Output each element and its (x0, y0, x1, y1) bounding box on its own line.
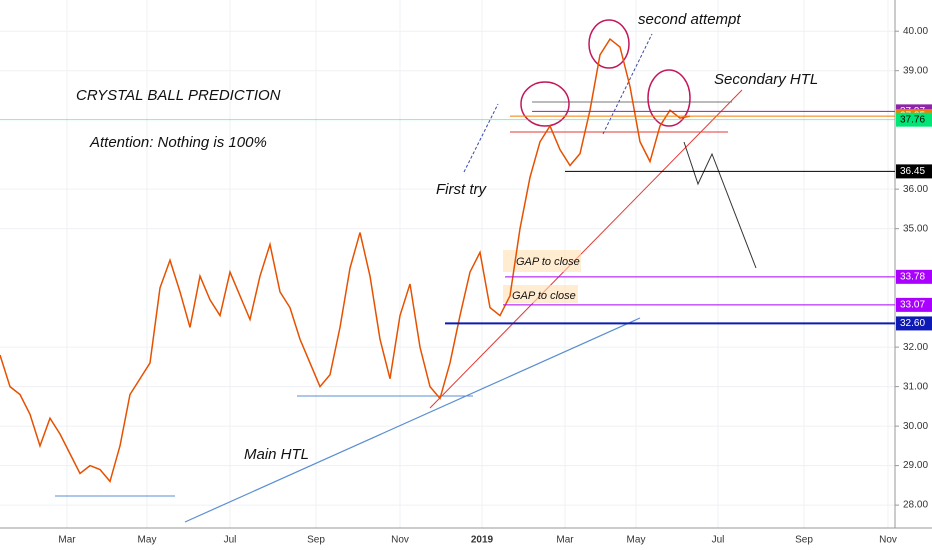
x-tick-label: Sep (307, 535, 325, 546)
price-label: 32.60 (900, 318, 925, 329)
price-label: 33.78 (900, 271, 925, 282)
price-label: 33.07 (900, 300, 925, 311)
annotation: Main HTL (244, 446, 309, 463)
secondary-trendline (429, 89, 743, 409)
x-tick-label: Jul (712, 535, 725, 546)
price-label-box (896, 297, 932, 312)
price-label: 37.76 (900, 114, 925, 125)
x-tick-label: 2019 (471, 535, 494, 546)
x-tick-label: Mar (58, 535, 76, 546)
y-tick-label: 35.00 (903, 223, 928, 234)
y-tick-label: 40.00 (903, 26, 928, 37)
annotation: First try (436, 181, 487, 198)
annotation: GAP to close (516, 256, 580, 268)
y-tick-label: 28.00 (903, 500, 928, 511)
price-label-box (896, 269, 932, 284)
forecast-path (683, 141, 757, 269)
arrow (463, 103, 499, 173)
x-tick-label: Nov (391, 535, 409, 546)
x-tick-label: Mar (556, 535, 574, 546)
y-tick-label: 29.00 (903, 460, 928, 471)
arrow (602, 33, 653, 135)
price-label-box (896, 316, 932, 331)
annotation: Secondary HTL (714, 71, 818, 88)
x-tick-label: Sep (795, 535, 813, 546)
main-trendline (184, 317, 641, 523)
price-line (0, 37, 691, 483)
highlight (647, 69, 691, 127)
y-tick-label: 30.00 (903, 421, 928, 432)
plot (0, 37, 691, 483)
annotation: CRYSTAL BALL PREDICTION (76, 87, 281, 104)
x-tick-label: May (627, 535, 646, 546)
highlight (588, 19, 630, 69)
x-tick-label: May (138, 535, 157, 546)
annotation: second attempt (638, 11, 741, 28)
gap-box (503, 250, 581, 272)
x-tick-label: Nov (879, 535, 897, 546)
price-label-box (896, 164, 932, 179)
y-tick-label: 39.00 (903, 65, 928, 76)
annotation: Attention: Nothing is 100% (89, 134, 267, 151)
y-tick-label: 36.00 (903, 184, 928, 195)
annotation: GAP to close (512, 290, 576, 302)
y-tick-label: 31.00 (903, 381, 928, 392)
gap-box (503, 285, 578, 303)
y-tick-label: 32.00 (903, 342, 928, 353)
highlight (520, 81, 570, 127)
x-tick-label: Jul (224, 535, 237, 546)
price-label-box (896, 112, 932, 127)
price-label: 36.45 (900, 166, 925, 177)
